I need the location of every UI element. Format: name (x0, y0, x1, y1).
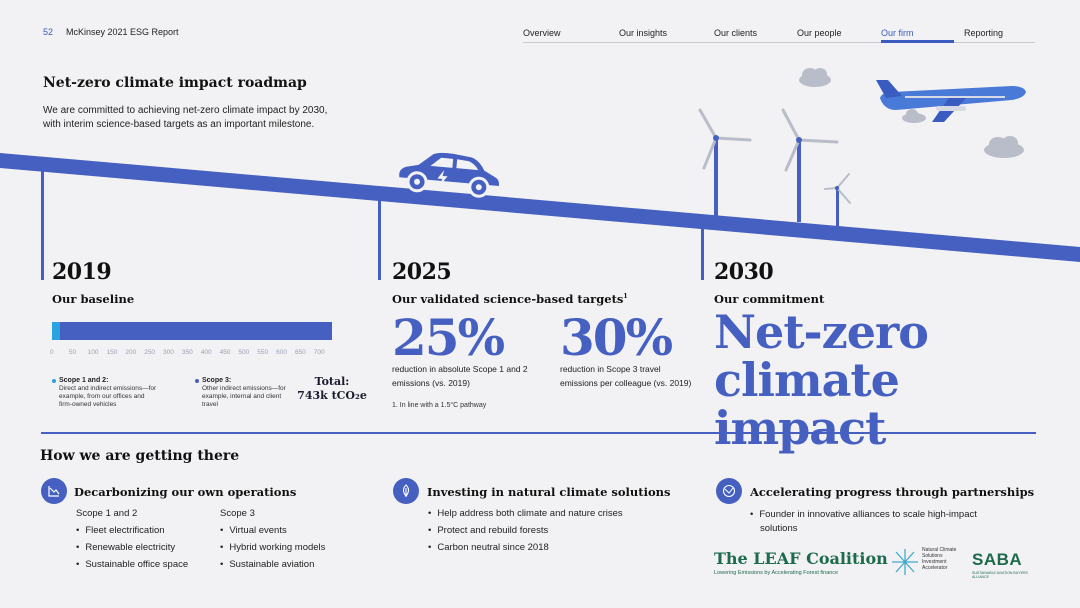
footnote-marker: 1 (623, 293, 628, 301)
wind-turbine-icon (824, 173, 851, 228)
list-item: Renewable electricity (76, 542, 175, 553)
leaf-coalition-logo: The LEAF Coalition (714, 549, 888, 568)
year-2025: 2025 (392, 259, 452, 285)
nav-underline (523, 42, 1035, 43)
leaf-icon (393, 478, 419, 504)
col1-title: Decarbonizing our own operations (74, 485, 297, 499)
nav-our-people[interactable]: Our people (797, 28, 842, 38)
col2-title: Investing in natural climate solutions (427, 485, 671, 499)
year-2019: 2019 (52, 259, 112, 285)
baseline-bar-tick: 650 (294, 349, 306, 356)
col1-scope12-head: Scope 1 and 2 (76, 508, 138, 519)
scope3-legend-text: Other indirect emissions—for example, in… (202, 385, 286, 408)
list-item: Sustainable office space (76, 559, 188, 570)
baseline-bar-tick: 550 (257, 349, 269, 356)
cloud-icon (902, 109, 926, 123)
list-item: Fleet electrification (76, 525, 164, 536)
baseline-bar-scope12 (52, 322, 60, 340)
baseline-bar-tick: 500 (238, 349, 250, 356)
nav-our-firm[interactable]: Our firm (881, 28, 914, 38)
list-item: Help address both climate and nature cri… (428, 508, 622, 519)
baseline-bar-tick: 0 (50, 349, 54, 356)
baseline-bar-tick: 200 (125, 349, 137, 356)
airplane-icon (876, 80, 1026, 122)
nav-active-indicator (881, 40, 954, 43)
col1-scope3-head: Scope 3 (220, 508, 255, 519)
cloud-icon (984, 136, 1024, 158)
baseline-bar-tick: 50 (68, 349, 77, 356)
list-item: Hybrid working models (220, 542, 325, 553)
footnote: 1. In line with a 1.5°C pathway (392, 402, 487, 409)
col3-title: Accelerating progress through partnershi… (750, 485, 1035, 499)
wind-turbine-icon (781, 108, 839, 222)
subtitle-2019: Our baseline (52, 292, 135, 306)
baseline-bar-tick: 600 (276, 349, 287, 356)
target-scope12-pct: 25% (392, 308, 505, 367)
subtitle-2030: Our commitment (714, 292, 825, 306)
saba-logo: SABA (972, 550, 1023, 569)
baseline-bar-tick: 700 (313, 349, 325, 356)
target-scope12-desc: reduction in absolute Scope 1 and 2 emis… (392, 364, 528, 388)
list-item: Carbon neutral since 2018 (428, 542, 548, 553)
baseline-bar-tick: 250 (144, 349, 156, 356)
baseline-bar-tick: 450 (219, 349, 231, 356)
milestone-line-2019 (41, 166, 44, 280)
section-divider (41, 432, 1036, 434)
total-value: 743k tCO₂e (297, 389, 367, 402)
cloud-icon (799, 68, 831, 87)
baseline-bar-tick: 400 (200, 349, 212, 356)
ncs-accelerator-text: Natural Climate Solutions Investment Acc… (922, 547, 957, 571)
nav-our-clients[interactable]: Our clients (714, 28, 758, 38)
wind-turbine-icon (698, 108, 752, 218)
report-title: McKinsey 2021 ESG Report (66, 27, 179, 37)
globe-network-icon (716, 478, 742, 504)
baseline-bar-tick: 350 (181, 349, 193, 356)
baseline-bar-tick: 150 (106, 349, 118, 356)
nav-overview[interactable]: Overview (523, 28, 561, 38)
net-zero-line2: climate impact (714, 353, 900, 455)
net-zero-headline: Net-zero climate impact (714, 308, 1074, 452)
nav-our-insights[interactable]: Our insights (619, 28, 668, 38)
how-title: How we are getting there (40, 448, 240, 464)
scope3-legend-title: Scope 3: (202, 377, 232, 384)
list-item: Virtual events (220, 525, 286, 536)
descending-chart-icon (41, 478, 67, 504)
list-item: Sustainable aviation (220, 559, 314, 570)
milestone-line-2030 (701, 228, 704, 280)
subtitle-2025: Our validated science-based targets1 (392, 292, 628, 306)
hero-title: Net-zero climate impact roadmap (43, 75, 307, 91)
scope12-legend-title: Scope 1 and 2: (59, 377, 109, 384)
baseline-bar-scope3 (52, 322, 332, 340)
page-number: 52 (43, 27, 54, 37)
target-scope3-pct: 30% (560, 308, 673, 367)
hero-description: We are committed to achieving net-zero c… (43, 105, 328, 130)
list-item: Protect and rebuild forests (428, 525, 548, 536)
baseline-bar-tick: 100 (87, 349, 99, 356)
milestone-line-2025 (378, 196, 381, 280)
saba-tagline: SUSTAINABLE AVIATION BUYERS ALLIANCE (972, 571, 1028, 579)
electric-car-icon (399, 152, 500, 198)
total-label: Total: (314, 375, 350, 388)
year-2030: 2030 (714, 259, 774, 285)
leaf-coalition-tagline: Lowering Emissions by Accelerating Fores… (714, 570, 839, 576)
roadmap-slope (0, 153, 1080, 262)
scope12-legend-text: Direct and indirect emissions—for exampl… (59, 385, 157, 408)
net-zero-line1: Net-zero (714, 305, 929, 359)
ncs-accelerator-logo-icon (892, 549, 918, 575)
nav-reporting[interactable]: Reporting (964, 28, 1004, 38)
target-scope3-desc: reduction in Scope 3 travel emissions pe… (560, 364, 692, 388)
baseline-bar-tick: 300 (163, 349, 174, 356)
scope12-legend-dot (52, 379, 56, 383)
list-item: Founder in innovative alliances to scale… (750, 508, 1010, 536)
scope3-legend-dot (195, 379, 199, 383)
